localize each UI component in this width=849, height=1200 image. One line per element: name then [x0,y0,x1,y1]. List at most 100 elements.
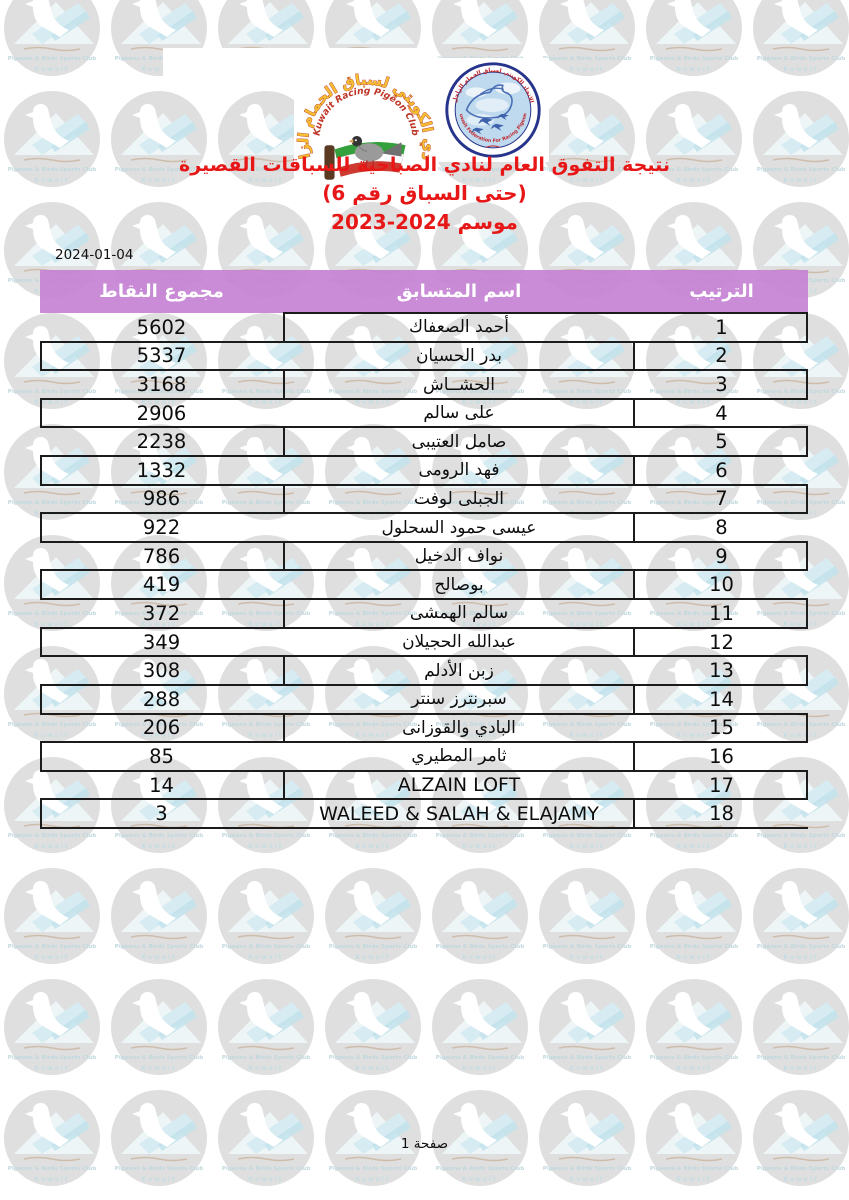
watermark-circle: Pigeons & Birds Sports Club Kuwait [111,646,207,742]
watermark-pigeon-icon [453,215,497,259]
watermark-club-text: Pigeons & Birds Sports Club [115,56,204,62]
cell-rank: 18 [709,802,734,826]
watermark-pigeon-icon [667,1103,711,1147]
watermark-country-text: Kuwait [569,621,604,628]
watermark-country-text: Kuwait [34,1065,69,1072]
watermark-club-text: Pigeons & Birds Sports Club [650,944,739,950]
watermark-club-text: Pigeons & Birds Sports Club [543,1166,632,1172]
watermark-club-text: Pigeons & Birds Sports Club [650,56,739,62]
watermark-country-text: Kuwait [34,399,69,406]
watermark-club-text: Pigeons & Birds Sports Club [436,500,525,506]
watermark-club-text: Pigeons & Birds Sports Club [329,722,418,728]
watermark-pigeon-icon [239,881,283,925]
watermark-club-text: Pigeons & Birds Sports Club [757,944,846,950]
cell-rank: 12 [709,630,734,654]
watermark-circle: Pigeons & Birds Sports Club Kuwait [753,1090,849,1186]
cell-points: 3 [155,802,168,826]
cell-points: 14 [149,773,174,797]
watermark-pigeon-icon [774,659,818,703]
watermark-pigeon-icon [667,881,711,925]
cell-rank: 4 [715,401,728,425]
watermark-club-text: Pigeons & Birds Sports Club [436,611,525,617]
watermark-pigeon-icon [774,326,818,370]
table-row: 349 عبدالله الحجيلان 12 [40,628,808,657]
watermark-country-text: Kuwait [34,1176,69,1183]
cell-points: 349 [142,630,181,654]
cell-name: سبرنترز سنتر [411,689,507,710]
watermark-circle: Pigeons & Birds Sports Club Kuwait [753,313,849,409]
watermark-country-text: Kuwait [34,732,69,739]
watermark-country-text: Kuwait [141,732,176,739]
watermark-country-text: Kuwait [248,954,283,961]
watermark-circle: Pigeons & Birds Sports Club Kuwait [646,91,742,187]
cell-points: 1332 [136,458,187,482]
watermark-club-text: Pigeons & Birds Sports Club [329,611,418,617]
watermark-club-text: Pigeons & Birds Sports Club [115,833,204,839]
watermark-country-text: Kuwait [676,1065,711,1072]
cell-points: 308 [142,659,181,683]
cell-name: بوصالح [434,574,484,595]
watermark-pigeon-icon [453,0,497,37]
watermark-club-text: Pigeons & Birds Sports Club [757,833,846,839]
watermark-circle: Pigeons & Birds Sports Club Kuwait [432,313,528,409]
watermark-country-text: Kuwait [569,954,604,961]
watermark-pigeon-icon [346,326,390,370]
table-row: 5602 أحمد الصعفاك 1 [40,313,808,342]
watermark-club-text: Pigeons & Birds Sports Club [8,611,97,617]
watermark-pigeon-icon [453,992,497,1036]
watermark-pigeon-icon [560,881,604,925]
watermark-club-text: Pigeons & Birds Sports Club [650,722,739,728]
watermark-pigeon-icon [667,437,711,481]
watermark-pigeon-icon [667,104,711,148]
watermark-pigeon-icon [453,659,497,703]
watermark-circle: Pigeons & Birds Sports Club Kuwait [646,1090,742,1186]
watermark-country-text: Kuwait [34,843,69,850]
watermark-club-text: Pigeons & Birds Sports Club [436,722,525,728]
watermark-circle: Pigeons & Birds Sports Club Kuwait [4,535,100,631]
watermark-club-text: Pigeons & Birds Sports Club [8,56,97,62]
watermark-club-text: Pigeons & Birds Sports Club [329,944,418,950]
watermark-pigeon-icon [25,881,69,925]
watermark-pigeon-icon [25,659,69,703]
watermark-club-text: Pigeons & Birds Sports Club [115,611,204,617]
federation-logo-pigeon-icon [465,84,513,135]
cell-name: ALZAIN LOFT [397,774,521,797]
cell-name: أحمد الصعفاك [408,317,510,338]
watermark-country-text: Kuwait [355,954,390,961]
watermark-pigeon-icon [346,992,390,1036]
watermark-pigeon-icon [774,104,818,148]
watermark-pigeon-icon [132,437,176,481]
watermark-circle: Pigeons & Birds Sports Club Kuwait [218,313,314,409]
table-row: 419 بوصالح 10 [40,570,808,599]
cell-rank: 2 [715,344,728,368]
watermark-country-text: Kuwait [462,954,497,961]
watermark-pigeon-icon [346,881,390,925]
watermark-country-text: Kuwait [783,732,818,739]
watermark-club-text: Pigeons & Birds Sports Club [436,944,525,950]
watermark-country-text: Kuwait [676,621,711,628]
club-logo: النادي الكويتي لسباق الحمام الزاجل Kuwai… [287,43,438,192]
cell-points: 2238 [136,430,187,454]
cell-points: 5602 [136,315,187,339]
watermark-club-text: Pigeons & Birds Sports Club [329,1166,418,1172]
watermark-pigeon-icon [239,0,283,37]
cell-points: 922 [142,516,181,540]
watermark-pigeon-icon [25,437,69,481]
watermark-pigeon-icon [560,0,604,37]
cell-rank: 14 [709,687,734,711]
cell-rank: 1 [715,315,728,339]
watermark-pigeon-icon [667,659,711,703]
watermark-country-text: Kuwait [141,399,176,406]
watermark-club-text: Pigeons & Birds Sports Club [650,1166,739,1172]
watermark-country-text: Kuwait [355,399,390,406]
watermark-country-text: Kuwait [676,732,711,739]
watermark-circle: Pigeons & Birds Sports Club Kuwait [539,424,635,520]
watermark-pigeon-icon [560,992,604,1036]
watermark-country-text: Kuwait [783,66,818,73]
watermark-circle: Pigeons & Birds Sports Club Kuwait [432,757,528,853]
table-row: 3 WALEED & SALAH & ELAJAMY 18 [40,799,808,828]
watermark-club-text: Pigeons & Birds Sports Club [222,722,311,728]
cell-name: بدر الحسيان [415,345,503,366]
watermark-country-text: Kuwait [676,954,711,961]
